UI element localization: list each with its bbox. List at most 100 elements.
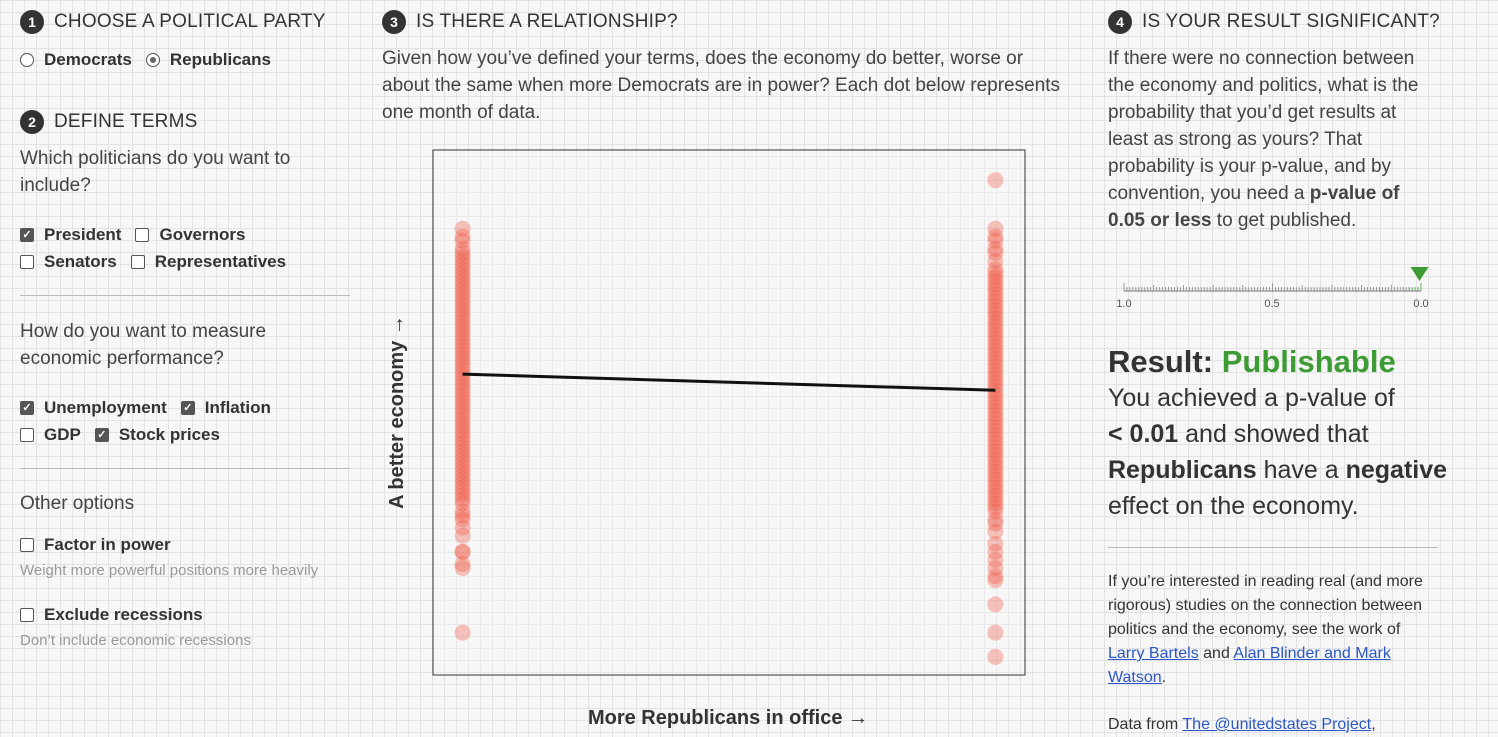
- data-point-right-1: [987, 220, 1004, 237]
- data-point-right-12: [987, 281, 1004, 298]
- data-point-right-59: [987, 471, 1004, 488]
- divider: [20, 468, 350, 469]
- data-point-right-16: [987, 297, 1004, 314]
- checkbox-stock-prices-control[interactable]: ✓: [94, 427, 109, 442]
- checkbox-senators-control[interactable]: [20, 254, 34, 269]
- plot-frame: [432, 149, 1026, 676]
- data-point-left-72: [454, 543, 471, 560]
- checkbox-senators-label: Senators: [44, 251, 117, 271]
- link-blinder-watson[interactable]: Alan Blinder and Mark Watson: [1108, 645, 1391, 686]
- scale-label-1: 1.0: [1116, 298, 1131, 310]
- checkbox-president[interactable]: ✓ President: [20, 225, 121, 245]
- data-point-left-14: [454, 285, 471, 302]
- data-point-right-48: [987, 426, 1004, 443]
- data-point-right-47: [987, 422, 1004, 439]
- checkbox-president-label: President: [44, 224, 122, 244]
- link-unitedstates-project[interactable]: The @unitedstates Project: [1182, 716, 1372, 733]
- data-point-right-21: [987, 317, 1004, 334]
- checkbox-governors[interactable]: Governors: [135, 225, 245, 245]
- data-point-right-49: [987, 430, 1004, 447]
- result-value: Publishable: [1221, 344, 1396, 379]
- checkbox-representatives[interactable]: Representatives: [130, 252, 286, 272]
- data-point-left-68: [454, 507, 471, 524]
- data-point-right-60: [987, 475, 1004, 492]
- data-point-right-61: [987, 479, 1004, 496]
- step3-description: Given how you’ve defined your terms, doe…: [382, 48, 1061, 123]
- data-point-left-31: [454, 354, 471, 370]
- checkbox-exclude-recessions-control[interactable]: [20, 607, 34, 622]
- checkbox-unemployment-label: Unemployment: [44, 397, 167, 417]
- checkbox-inflation[interactable]: ✓ Inflation: [180, 398, 271, 418]
- data-point-left-67: [454, 503, 471, 520]
- data-point-right-62: [987, 483, 1004, 500]
- checkbox-senators[interactable]: Senators: [20, 252, 117, 272]
- data-point-left-0: [454, 220, 471, 237]
- step1-title: CHOOSE A POLITICAL PARTY: [54, 11, 326, 32]
- checkbox-unemployment[interactable]: ✓ Unemployment: [20, 398, 167, 418]
- checkbox-governors-label: Governors: [159, 224, 246, 244]
- checkbox-governors-control[interactable]: [135, 227, 150, 242]
- data-point-right-45: [987, 414, 1004, 431]
- step3-title: IS THERE A RELATIONSHIP?: [416, 11, 678, 32]
- checkbox-exclude-recessions[interactable]: Exclude recessions: [20, 605, 203, 625]
- data-point-right-33: [987, 366, 1004, 383]
- measure-prompt: How do you want to measure economic perf…: [20, 321, 267, 369]
- link-larry-bartels[interactable]: Larry Bartels: [1108, 645, 1199, 662]
- radio-democrats-control[interactable]: [20, 52, 34, 67]
- measure-checkboxes: ✓ Unemployment ✓ Inflation GDP ✓ Stock p…: [20, 394, 350, 448]
- data-point-right-40: [987, 394, 1004, 411]
- option-factor-power: Factor in power: [20, 531, 350, 558]
- radio-democrats[interactable]: Democrats: [20, 50, 132, 70]
- data-point-left-52: [454, 438, 471, 455]
- data-point-left-65: [454, 491, 471, 508]
- data-point-right-35: [987, 374, 1004, 391]
- data-point-right-73: [987, 551, 1004, 568]
- data-point-left-19: [454, 305, 471, 322]
- checkbox-gdp-control[interactable]: [20, 427, 34, 442]
- data-point-right-10: [987, 273, 1004, 290]
- data-point-left-12: [454, 277, 471, 294]
- data-point-right-71: [987, 535, 1004, 552]
- data-point-left-32: [454, 358, 471, 375]
- data-point-right-14: [987, 289, 1004, 306]
- data-point-right-19: [987, 309, 1004, 326]
- data-point-right-46: [987, 418, 1004, 435]
- party-result: Republicans: [1108, 456, 1257, 484]
- radio-republicans[interactable]: Republicans: [145, 50, 271, 70]
- checkbox-stock-prices-label: Stock prices: [118, 424, 220, 444]
- data-point-left-6: [454, 253, 471, 269]
- data-point-right-29: [987, 349, 1004, 366]
- data-point-right-22: [987, 321, 1004, 338]
- radio-republicans-control[interactable]: [145, 52, 160, 67]
- politicians-prompt: Which politicians do you want to include…: [20, 148, 291, 196]
- scale-label-0-5: 0.5: [1264, 298, 1279, 310]
- checkbox-unemployment-control[interactable]: ✓: [20, 400, 34, 415]
- data-point-right-41: [987, 398, 1004, 415]
- data-point-left-49: [454, 426, 471, 443]
- checkbox-gdp[interactable]: GDP: [20, 425, 81, 445]
- data-point-left-15: [454, 289, 471, 306]
- option-exclude-recessions: Exclude recessions: [20, 601, 350, 628]
- step2-header: 2 DEFINE TERMS: [20, 109, 350, 135]
- data-point-left-22: [454, 317, 471, 334]
- data-point-right-17: [987, 301, 1004, 318]
- checkbox-stock-prices[interactable]: ✓ Stock prices: [94, 424, 220, 445]
- data-point-left-24: [454, 325, 471, 342]
- data-point-right-75: [987, 568, 1004, 585]
- data-point-right-8: [987, 265, 1004, 282]
- data-point-right-53: [987, 446, 1004, 463]
- data-point-right-67: [987, 503, 1004, 520]
- scale-label-0: 0.0: [1413, 298, 1428, 310]
- data-point-left-63: [454, 483, 471, 500]
- data-source: Data from The @unitedstates Project,: [1108, 716, 1376, 733]
- checkbox-factor-power[interactable]: Factor in power: [20, 535, 171, 555]
- divider: [20, 295, 350, 296]
- checkbox-representatives-control[interactable]: [130, 254, 145, 269]
- data-point-right-5: [987, 244, 1004, 261]
- data-point-right-76: [987, 572, 1004, 589]
- significance-column: 4 IS YOUR RESULT SIGNIFICANT? If there w…: [1108, 0, 1448, 733]
- checkbox-president-control[interactable]: ✓: [20, 227, 34, 242]
- checkbox-inflation-control[interactable]: ✓: [180, 400, 195, 415]
- checkbox-factor-power-control[interactable]: [20, 537, 34, 552]
- data-point-right-18: [987, 305, 1004, 322]
